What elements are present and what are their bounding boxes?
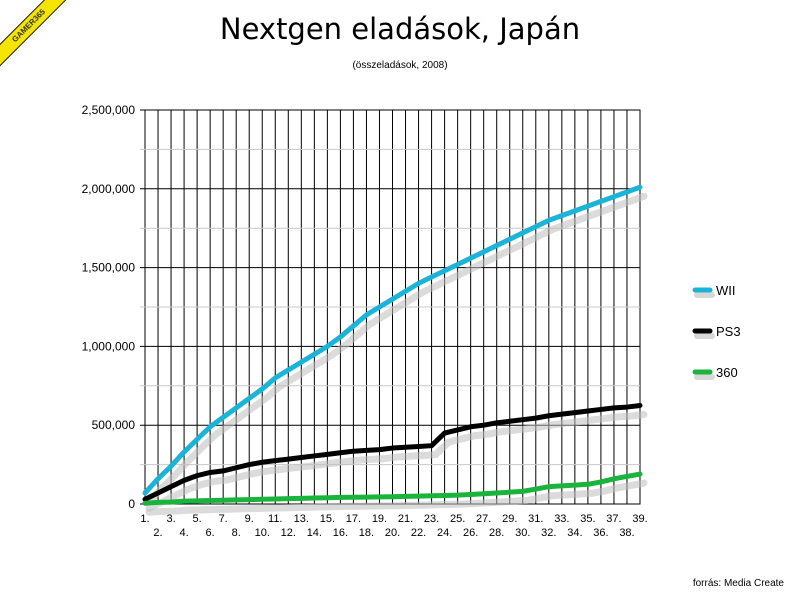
x-tick-label: 39. — [632, 513, 647, 525]
x-tick-label: 2. — [153, 527, 162, 539]
x-tick-label: 17. — [346, 513, 361, 525]
x-tick-label: 7. — [219, 513, 228, 525]
x-tick-label: 23. — [424, 513, 439, 525]
series-line-wii — [142, 184, 643, 496]
series-layer — [142, 184, 643, 506]
x-tick-label: 18. — [359, 527, 374, 539]
chart-title: Nextgen eladások, Japán — [219, 12, 581, 46]
x-tick-label: 21. — [398, 513, 413, 525]
x-tick-label: 5. — [193, 513, 202, 525]
x-tick-label: 33. — [554, 513, 569, 525]
x-tick-label: 25. — [450, 513, 465, 525]
series-shadow — [145, 192, 648, 506]
x-tick-label: 6. — [206, 527, 215, 539]
x-tick-label: 36. — [593, 527, 608, 539]
shadow-layer — [145, 192, 648, 516]
x-tick-label: 34. — [567, 527, 582, 539]
series-line-360 — [142, 471, 643, 506]
grid-layer — [140, 109, 641, 505]
x-tick-label: 3. — [166, 513, 175, 525]
x-tick-label: 11. — [268, 513, 282, 525]
y-tick-label: 2,000,000 — [82, 182, 136, 196]
x-tick-label: 26. — [463, 527, 478, 539]
y-tick-layer: 0 500,000 1,000,000 1,500,000 2,000,000 2,500… — [82, 103, 136, 511]
x-tick-layer: 1. 2. 3. 4. 5. 6. 7. 8. 9.10. 11. 12. 13. 14. 15. 16. 1… — [140, 513, 647, 539]
legend: WII PS3 360 — [692, 283, 741, 380]
x-tick-label: 24. — [437, 527, 452, 539]
x-tick-label: 28. — [489, 527, 504, 539]
x-tick-label: 4. — [179, 527, 188, 539]
x-tick-label: 20. — [385, 527, 400, 539]
x-tick-label: 16. — [333, 527, 348, 539]
x-tick-label: 29. — [502, 513, 517, 525]
legend-label: 360 — [716, 365, 738, 380]
x-tick-label: 14. — [307, 527, 322, 539]
x-tick-label: 19. — [372, 513, 387, 525]
x-tick-label: 22. — [411, 527, 426, 539]
y-tick-label: 0 — [128, 497, 135, 511]
x-tick-label: 10. — [255, 527, 270, 539]
x-tick-label: 30. — [515, 527, 530, 539]
source-note: forrás: Media Create — [692, 578, 784, 589]
x-tick-label: 15. — [320, 513, 335, 525]
series-shadow — [145, 411, 648, 512]
series-line-ps3 — [142, 403, 643, 502]
x-tick-label: 27. — [476, 513, 491, 525]
chart-subtitle: (összeladások, 2008) — [352, 60, 448, 71]
legend-label: WII — [716, 283, 736, 298]
x-tick-label: 32. — [541, 527, 556, 539]
x-tick-label: 31. — [528, 513, 543, 525]
y-tick-label: 1,000,000 — [82, 339, 136, 353]
legend-label: PS3 — [716, 324, 741, 339]
x-tick-label: 35. — [580, 513, 595, 525]
x-tick-label: 38. — [619, 527, 634, 539]
x-tick-label: 13. — [294, 513, 309, 525]
series-shadow — [145, 479, 648, 516]
x-tick-label: 12. — [281, 527, 296, 539]
x-tick-label: 1. — [140, 513, 149, 525]
y-tick-label: 500,000 — [92, 418, 136, 432]
x-tick-label: 37. — [606, 513, 621, 525]
y-tick-label: 2,500,000 — [82, 103, 136, 117]
x-tick-label: 8. — [232, 527, 241, 539]
x-tick-label: 9. — [245, 513, 254, 525]
y-tick-label: 1,500,000 — [82, 261, 136, 275]
